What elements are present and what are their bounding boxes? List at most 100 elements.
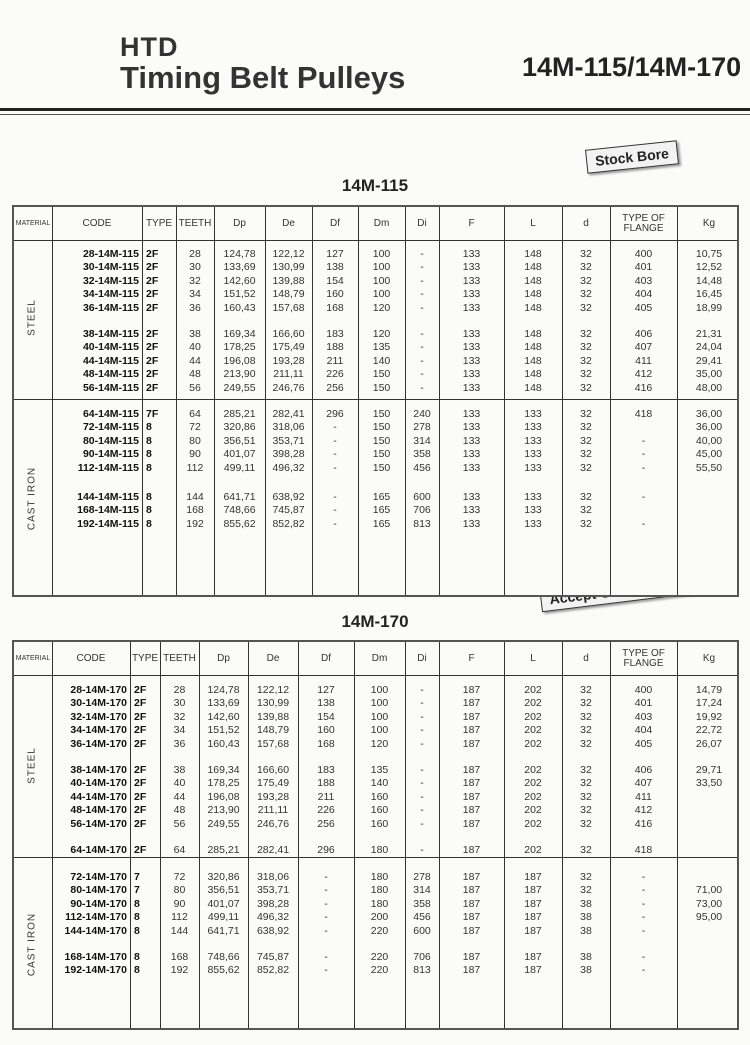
cell-code: 64-14M-115 <box>82 408 139 420</box>
column-header-flange: TYPE OF FLANGE <box>622 647 665 669</box>
cell-teeth: 112 <box>186 461 204 474</box>
cell-code: 38-14M-170 <box>70 764 127 776</box>
cell-df: 296 <box>317 844 335 856</box>
cell-teeth: 80 <box>189 434 201 447</box>
cell-de: 157,68 <box>272 301 305 314</box>
cell-df: 226 <box>317 804 335 817</box>
header-divider <box>14 675 737 676</box>
cell-type: 8 <box>134 911 140 924</box>
column-divider <box>610 642 611 1028</box>
cell-flange: 406 <box>634 328 653 340</box>
cell-code: 34-14M-170 <box>70 724 127 737</box>
cell-dm: 160 <box>370 790 389 803</box>
cell-flange: 403 <box>634 274 653 287</box>
cell-dp: 320,86 <box>207 871 240 883</box>
header-divider <box>14 240 737 241</box>
cell-teeth: 30 <box>173 697 186 710</box>
cell-df: - <box>333 461 337 474</box>
cell-dp: 178,25 <box>207 777 240 790</box>
cell-teeth: 112 <box>171 911 188 924</box>
cell-code: 90-14M-170 <box>70 897 127 910</box>
cell-type: 8 <box>146 421 152 434</box>
cell-dp: 401,07 <box>223 448 256 461</box>
cell-di: - <box>420 368 424 381</box>
cell-de: 130,99 <box>256 697 290 710</box>
cell-dm: 150 <box>372 421 391 434</box>
cell-di: - <box>420 710 424 723</box>
cell-code: 48-14M-115 <box>82 368 139 381</box>
cell-d: 32 <box>580 504 592 517</box>
cell-flange: 406 <box>634 764 653 776</box>
cell-f: 187 <box>462 684 481 696</box>
cell-de: 130,99 <box>272 261 305 274</box>
cell-type: 2F <box>146 381 159 394</box>
column-divider <box>610 207 611 595</box>
cell-d: 32 <box>580 697 592 710</box>
cell-flange: 411 <box>635 790 652 803</box>
column-divider <box>439 642 440 1028</box>
cell-type: 8 <box>146 448 152 461</box>
cell-type: 8 <box>134 897 140 910</box>
cell-df: - <box>324 924 328 937</box>
cell-teeth: 192 <box>170 964 189 977</box>
column-header-d: d <box>583 217 589 229</box>
cell-df: 183 <box>317 764 335 776</box>
cell-dm: 120 <box>372 328 391 340</box>
cell-di: 600 <box>413 491 431 503</box>
cell-teeth: 30 <box>189 261 201 274</box>
cell-dp: 249,55 <box>207 817 240 830</box>
cell-di: - <box>420 274 424 287</box>
cell-dp: 213,90 <box>207 804 240 817</box>
cell-di: - <box>420 777 424 790</box>
cell-di: - <box>420 790 424 803</box>
cell-l: 202 <box>524 764 542 776</box>
cell-code: 64-14M-170 <box>70 844 127 856</box>
cell-f: 187 <box>462 764 481 776</box>
column-header-di: Di <box>417 652 427 664</box>
column-header-di: Di <box>417 217 427 229</box>
cell-teeth: 64 <box>173 844 186 856</box>
column-header-df: Df <box>321 652 331 664</box>
cell-l: 202 <box>524 710 542 723</box>
cell-f: 133 <box>462 421 481 434</box>
cell-de: 139,88 <box>256 710 290 723</box>
cell-dm: 100 <box>370 724 389 737</box>
cell-di: - <box>420 697 424 710</box>
cell-l: 133 <box>524 421 542 434</box>
cell-kg: 29,71 <box>695 764 723 776</box>
cell-dm: 220 <box>370 924 389 937</box>
cell-dp: 133,69 <box>207 697 240 710</box>
cell-dm: 165 <box>372 491 391 503</box>
cell-de: 496,32 <box>272 461 305 474</box>
cell-flange: - <box>641 884 646 897</box>
column-header-dp: Dp <box>217 652 230 664</box>
cell-f: 133 <box>462 288 481 301</box>
cell-dm: 160 <box>370 817 389 830</box>
cell-dm: 100 <box>372 248 391 260</box>
cell-l: 133 <box>524 504 542 517</box>
cell-kg: 95,00 <box>695 911 723 924</box>
cell-de: 166,60 <box>272 328 305 340</box>
cell-d: 32 <box>580 328 592 340</box>
cell-dm: 135 <box>370 764 389 776</box>
column-divider <box>298 642 299 1028</box>
cell-dm: 150 <box>372 448 391 461</box>
cell-teeth: 56 <box>189 381 201 394</box>
cell-code: 36-14M-170 <box>70 737 127 750</box>
cell-f: 187 <box>462 911 481 924</box>
cell-teeth: 34 <box>189 288 201 301</box>
cell-de: 318,06 <box>256 871 290 883</box>
cell-f: 187 <box>462 737 481 750</box>
cell-teeth: 40 <box>173 777 186 790</box>
cell-d: 38 <box>580 911 592 924</box>
column-divider <box>52 642 53 1028</box>
cell-type: 8 <box>146 504 152 517</box>
cell-dm: 135 <box>372 341 391 354</box>
cell-df: - <box>333 448 337 461</box>
cell-code: 56-14M-115 <box>82 381 139 394</box>
cell-d: 38 <box>580 964 592 977</box>
cell-f: 133 <box>462 504 481 517</box>
cell-d: 32 <box>580 368 592 381</box>
cell-type: 2F <box>134 764 147 776</box>
cell-type: 2F <box>134 790 147 803</box>
